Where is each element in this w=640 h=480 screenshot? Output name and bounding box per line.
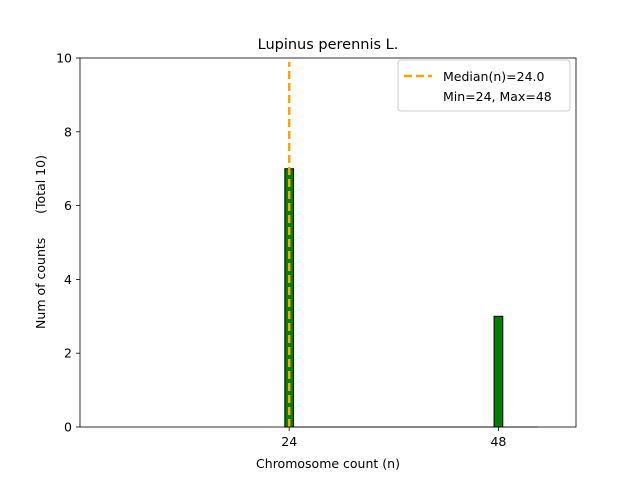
x-tick-label-48: 48	[490, 434, 506, 449]
y-tick-label-2: 2	[64, 346, 72, 361]
axes-frame	[79, 57, 577, 428]
y-tick-label-10: 10	[56, 51, 72, 66]
legend: Median(n)=24.0 Min=24, Max=48	[397, 59, 571, 112]
y-tick-label-0: 0	[64, 420, 72, 435]
y-tick-label-8: 8	[64, 124, 72, 139]
bar-48	[493, 315, 504, 428]
legend-box	[397, 59, 571, 112]
chart-title: Lupinus perennis L.	[258, 37, 399, 53]
x-tick-label-24: 24	[281, 434, 297, 449]
y-tick-label-6: 6	[64, 198, 72, 213]
y-tick-label-4: 4	[64, 272, 72, 287]
legend-entry-median: Median(n)=24.0	[443, 69, 544, 84]
x-axis-label: Chromosome count (n)	[256, 456, 400, 471]
y-axis-label: Num of counts (Total 10)	[33, 155, 48, 329]
legend-entry-min-max: Min=24, Max=48	[443, 89, 552, 104]
